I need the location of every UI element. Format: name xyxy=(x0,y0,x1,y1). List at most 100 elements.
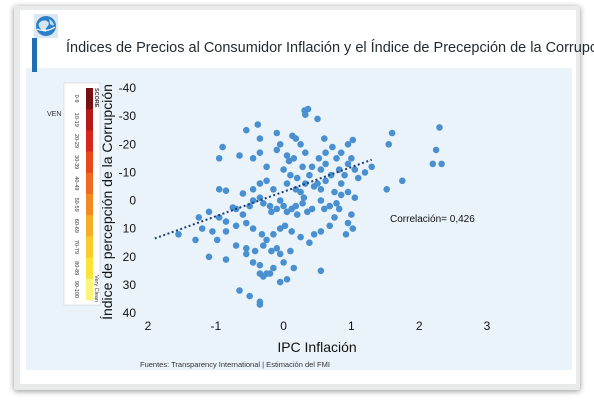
scatter-point xyxy=(222,256,230,263)
scatter-point xyxy=(222,218,230,225)
scatter-point xyxy=(251,247,259,255)
scatter-point xyxy=(263,177,270,185)
scatter-point xyxy=(243,126,250,134)
scatter-point xyxy=(243,250,250,258)
scatter-point xyxy=(293,211,301,218)
globe-logo-icon xyxy=(34,14,58,38)
scatter-point xyxy=(280,202,287,210)
scatter-point xyxy=(256,135,264,142)
scatter-point xyxy=(268,208,275,216)
scatter-point xyxy=(266,202,274,210)
scatter-point xyxy=(290,155,298,162)
x-tick-label: 2 xyxy=(145,319,152,333)
scatter-point xyxy=(239,190,247,197)
title-accent-bar xyxy=(32,38,37,72)
y-axis-label: Índice de percepción de la Corrupción xyxy=(99,84,115,320)
scatter-point xyxy=(258,231,266,238)
scatter-point xyxy=(337,180,345,187)
scatter-point xyxy=(436,124,443,131)
scatter-point xyxy=(246,202,253,210)
score-legend: 0-9 10-19 20-29 30-39 40-49 50-59 60-69 70-79 80… xyxy=(47,82,101,306)
scatter-point xyxy=(308,205,316,213)
scatter-point xyxy=(326,222,334,230)
legend-color-swatch xyxy=(86,215,93,237)
scatter-point xyxy=(344,219,352,227)
scatter-point xyxy=(341,171,348,179)
slide-title: Índices de Precios al Consumidor Inflaci… xyxy=(66,40,594,56)
legend-color-swatch xyxy=(86,109,93,131)
scatter-point xyxy=(270,186,277,193)
legend-color-swatch xyxy=(86,236,93,258)
scatter-point xyxy=(215,155,223,162)
y-tick-label: -20 xyxy=(119,137,137,151)
scatter-point xyxy=(308,163,316,171)
scatter-point xyxy=(249,155,257,162)
scatter-point xyxy=(260,273,267,280)
scatter-point xyxy=(273,129,281,137)
scatter-point xyxy=(254,121,262,128)
country-label: VEN xyxy=(47,111,61,118)
scatter-point xyxy=(205,208,213,216)
x-axis-label: IPC Inflación xyxy=(277,339,356,355)
scatter-point xyxy=(276,141,284,148)
scatter-point xyxy=(281,222,289,230)
y-tick-label: 30 xyxy=(123,278,137,292)
scatter-point xyxy=(243,219,250,227)
scatter-point xyxy=(306,239,313,246)
y-tick-label: 0 xyxy=(129,194,136,208)
legend-range-label: 80-89 xyxy=(73,261,79,275)
scatter-point xyxy=(322,149,329,156)
scatter-point xyxy=(292,202,300,210)
scatter-point xyxy=(361,169,369,176)
legend-range-label: 0-9 xyxy=(73,95,79,103)
scatter-point xyxy=(335,205,343,213)
scatter-point xyxy=(280,166,287,173)
scatter-point xyxy=(331,214,338,221)
x-tick-label: 3 xyxy=(484,319,491,333)
scatter-point xyxy=(276,197,284,204)
scatter-point xyxy=(270,264,277,272)
scatter-point xyxy=(276,250,284,258)
scatter-point xyxy=(285,157,293,165)
scatter-point xyxy=(438,160,445,168)
x-tick-label: -1 xyxy=(210,319,221,333)
scatter-point xyxy=(348,155,355,162)
scatter-point xyxy=(205,253,213,261)
y-tick-label: 10 xyxy=(123,222,137,236)
scatter-point xyxy=(317,267,325,275)
scatter-point xyxy=(236,287,243,294)
scatter-point xyxy=(333,200,340,207)
scatter-point xyxy=(215,186,223,193)
scatter-point xyxy=(297,141,304,148)
scatter-point xyxy=(321,205,328,213)
scatter-point xyxy=(310,231,318,238)
scatter-point xyxy=(351,194,359,201)
x-tick-label: 0 xyxy=(280,319,287,333)
scatter-point xyxy=(304,105,312,113)
scatter-point xyxy=(344,188,352,196)
legend-box xyxy=(63,82,101,306)
scatter-point xyxy=(266,270,274,277)
x-tick-label: 1 xyxy=(348,319,355,333)
scatter-point xyxy=(351,166,359,173)
scatter-point xyxy=(249,186,257,193)
scatter-point xyxy=(300,194,308,201)
legend-color-swatch xyxy=(86,151,93,174)
legend-range-label: 20-29 xyxy=(73,134,79,148)
scatter-point xyxy=(306,171,313,179)
scatter-point xyxy=(256,149,264,156)
y-tick-label: 40 xyxy=(123,306,137,320)
scatter-point xyxy=(333,155,340,162)
scatter-point xyxy=(219,143,226,151)
scatter-point xyxy=(195,214,203,221)
scatter-point xyxy=(317,186,325,193)
scatter-point xyxy=(354,174,362,182)
scatter-point xyxy=(222,228,230,235)
scatter-point xyxy=(256,180,264,187)
legend-color-swatch xyxy=(86,130,93,152)
legend-range-label: 70-79 xyxy=(73,240,79,254)
legend-range-label: 90-100 xyxy=(73,281,79,298)
scatter-point xyxy=(175,231,182,238)
legend-color-swatch xyxy=(86,172,93,195)
